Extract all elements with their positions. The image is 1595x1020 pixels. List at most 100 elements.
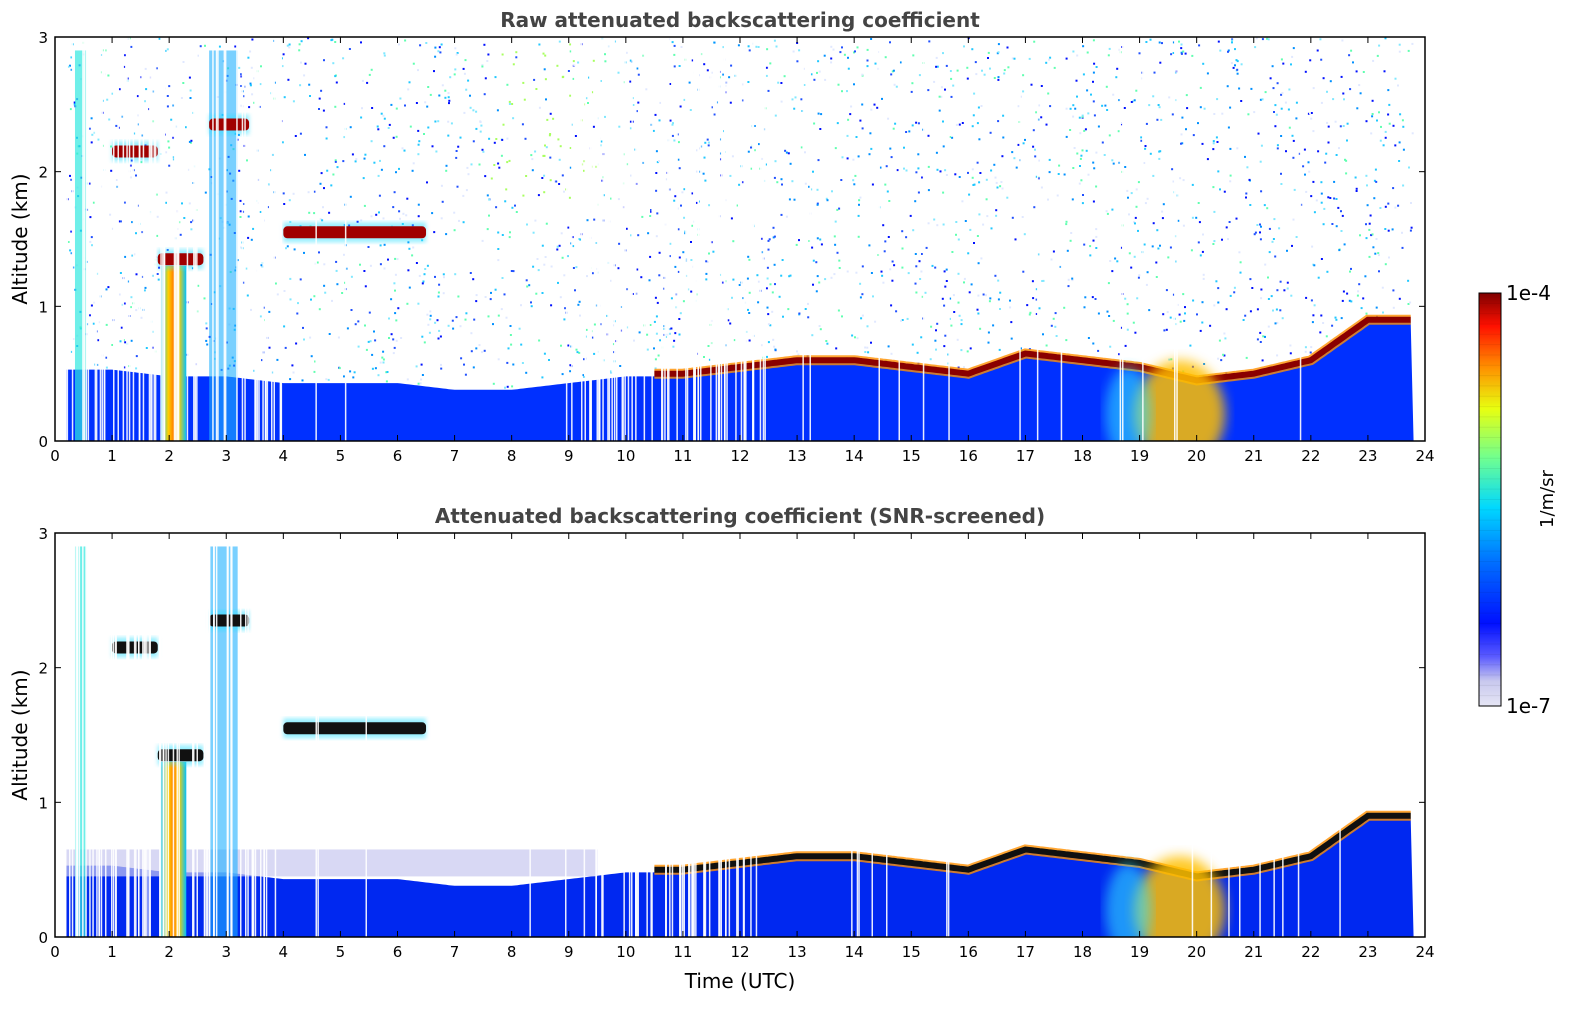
noise-dot bbox=[1333, 180, 1336, 183]
noise-dot bbox=[936, 224, 939, 227]
noise-dot bbox=[574, 135, 577, 137]
noise-dot bbox=[274, 282, 277, 285]
noise-dot bbox=[689, 109, 692, 111]
noise-dot bbox=[927, 165, 930, 168]
noise-dot bbox=[242, 281, 245, 284]
noise-dot bbox=[543, 174, 546, 177]
panel2-ylabel: Altitude (km) bbox=[8, 669, 32, 800]
noise-dot bbox=[537, 194, 540, 197]
noise-dot bbox=[1118, 161, 1121, 164]
noise-dot bbox=[91, 133, 94, 136]
noise-dot bbox=[475, 294, 478, 297]
noise-dot bbox=[1157, 104, 1160, 106]
data-gap bbox=[581, 37, 583, 441]
noise-dot bbox=[920, 336, 923, 339]
noise-dot bbox=[1073, 147, 1076, 149]
noise-dot bbox=[1254, 46, 1257, 49]
noise-dot bbox=[449, 76, 452, 79]
noise-dot bbox=[67, 241, 70, 243]
noise-dot bbox=[1273, 218, 1276, 221]
noise-dot bbox=[915, 171, 918, 174]
noise-dot bbox=[394, 312, 397, 315]
noise-dot bbox=[804, 182, 807, 185]
noise-dot bbox=[945, 174, 948, 176]
noise-dot bbox=[296, 312, 299, 315]
data-gap bbox=[162, 37, 164, 441]
noise-dot bbox=[484, 175, 487, 178]
noise-dot bbox=[435, 150, 438, 153]
noise-dot bbox=[985, 198, 988, 201]
noise-dot bbox=[1264, 335, 1266, 338]
noise-dot bbox=[1118, 353, 1121, 356]
noise-dot bbox=[433, 70, 435, 73]
noise-dot bbox=[936, 168, 939, 171]
data-gap bbox=[1259, 533, 1261, 937]
data-gap bbox=[650, 533, 652, 937]
noise-dot bbox=[170, 118, 173, 121]
noise-dot bbox=[506, 361, 509, 364]
noise-dot bbox=[750, 146, 752, 149]
noise-dot bbox=[1144, 202, 1147, 205]
data-gap bbox=[643, 37, 646, 441]
aerosol-plume-edge bbox=[1105, 862, 1151, 937]
noise-dot bbox=[1320, 192, 1323, 195]
noise-dot bbox=[1260, 225, 1262, 228]
noise-dot bbox=[1048, 158, 1051, 161]
noise-dot bbox=[989, 67, 991, 70]
noise-dot bbox=[775, 45, 778, 48]
noise-dot bbox=[925, 246, 928, 249]
noise-dot bbox=[1276, 321, 1279, 324]
noise-dot bbox=[823, 54, 826, 57]
noise-dot bbox=[1049, 105, 1052, 108]
data-gap bbox=[726, 37, 728, 441]
noise-dot bbox=[1128, 213, 1130, 216]
noise-dot bbox=[482, 150, 485, 153]
noise-dot bbox=[1394, 206, 1397, 209]
noise-dot bbox=[630, 234, 632, 237]
noise-dot bbox=[183, 217, 186, 219]
noise-dot bbox=[969, 228, 972, 231]
noise-dot bbox=[263, 306, 266, 309]
noise-dot bbox=[864, 351, 867, 353]
noise-dot bbox=[1398, 50, 1401, 53]
x-tick-label: 1 bbox=[107, 943, 117, 961]
noise-dot bbox=[427, 323, 430, 326]
noise-dot bbox=[861, 103, 864, 106]
noise-dot bbox=[741, 181, 744, 184]
noise-dot bbox=[1267, 38, 1270, 41]
noise-dot bbox=[404, 104, 406, 107]
noise-dot bbox=[943, 270, 946, 273]
noise-dot bbox=[251, 93, 254, 96]
noise-dot bbox=[332, 62, 335, 65]
data-gap bbox=[192, 533, 194, 937]
data-gap bbox=[871, 533, 873, 937]
noise-dot bbox=[1371, 115, 1374, 118]
noise-dot bbox=[309, 336, 312, 339]
data-gap bbox=[697, 37, 700, 441]
noise-dot bbox=[417, 129, 420, 132]
noise-dot bbox=[367, 340, 370, 343]
x-tick-label: 9 bbox=[564, 447, 574, 465]
snr-screened-panel: Attenuated backscattering coefficient (S… bbox=[8, 504, 1435, 993]
noise-dot bbox=[985, 178, 988, 181]
noise-dot bbox=[719, 138, 722, 141]
noise-dot bbox=[936, 322, 939, 325]
noise-dot bbox=[370, 140, 373, 143]
noise-dot bbox=[912, 229, 915, 232]
noise-dot bbox=[1304, 173, 1306, 176]
noise-dot bbox=[1251, 287, 1254, 289]
noise-dot bbox=[188, 140, 191, 143]
data-gap bbox=[691, 533, 694, 937]
noise-dot bbox=[326, 169, 329, 172]
noise-dot bbox=[1156, 118, 1159, 121]
noise-dot bbox=[354, 160, 357, 163]
noise-dot bbox=[337, 336, 340, 339]
noise-dot bbox=[582, 374, 584, 377]
noise-dot bbox=[815, 290, 818, 293]
noise-dot bbox=[1235, 59, 1238, 62]
noise-dot bbox=[441, 84, 444, 87]
noise-dot bbox=[1274, 322, 1277, 325]
noise-dot bbox=[967, 252, 970, 255]
data-gap bbox=[204, 533, 206, 937]
noise-dot bbox=[453, 229, 456, 232]
